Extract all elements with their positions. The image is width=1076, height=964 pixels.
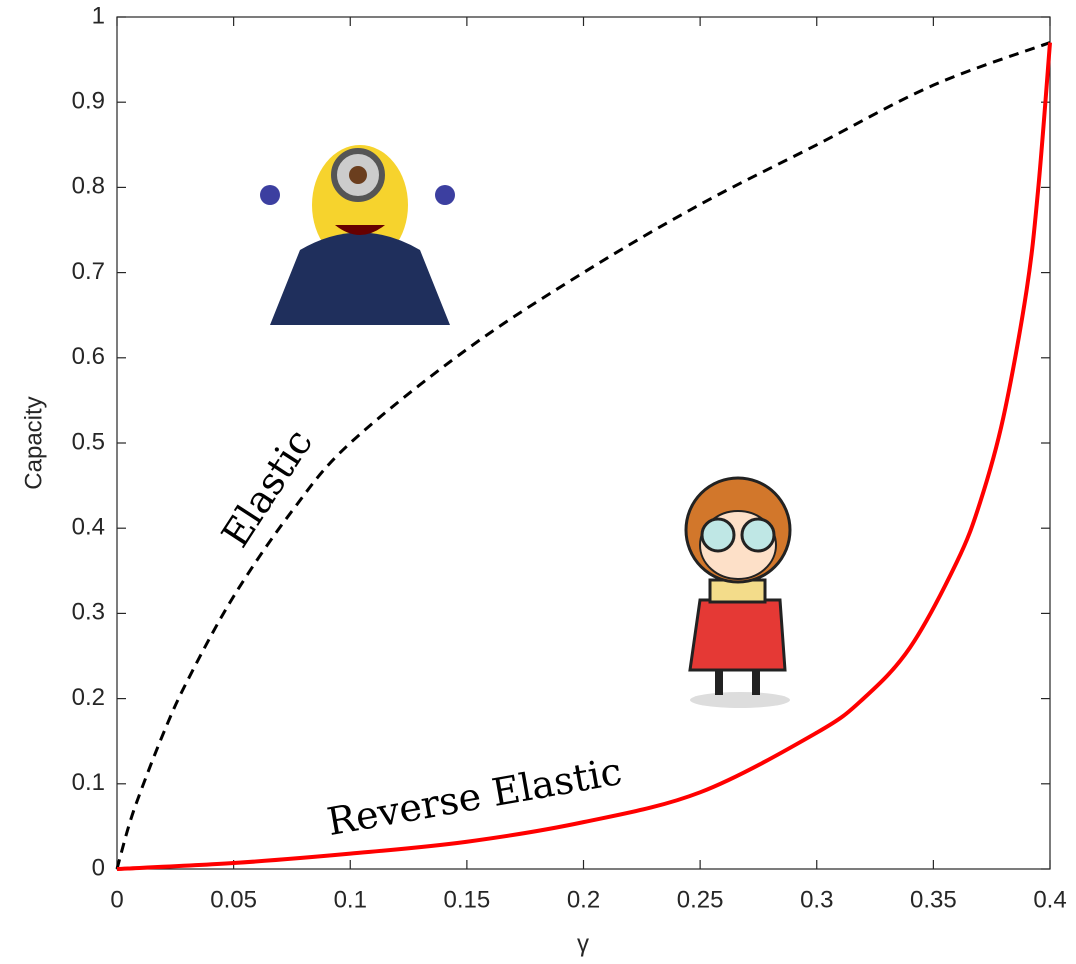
y-tick-label: 0.2: [72, 684, 105, 711]
y-axis-label: Capacity: [20, 396, 47, 489]
y-tick-label: 0.8: [72, 173, 105, 200]
y-tick-label: 0.6: [72, 343, 105, 370]
y-tick-label: 0.5: [72, 428, 105, 455]
x-tick-label: 0.3: [800, 886, 833, 913]
chart: Elastic Reverse Elastic γ Capacity 00.05…: [0, 0, 1076, 964]
x-tick-label: 0.1: [334, 886, 367, 913]
plot-frame: [117, 17, 1050, 869]
x-axis-label: γ: [577, 930, 589, 957]
y-tick-label: 0.1: [72, 769, 105, 796]
x-tick-label: 0.05: [210, 886, 257, 913]
x-tick-label: 0.25: [677, 886, 724, 913]
y-tick-label: 0.3: [72, 599, 105, 626]
x-tick-label: 0.35: [910, 886, 957, 913]
y-tick-label: 1: [92, 2, 105, 29]
y-tick-label: 0.4: [72, 514, 105, 541]
x-tick-label: 0: [110, 886, 123, 913]
x-tick-label: 0.4: [1033, 886, 1066, 913]
y-tick-label: 0.9: [72, 88, 105, 115]
y-tick-label: 0: [92, 854, 105, 881]
x-tick-label: 0.15: [444, 886, 491, 913]
x-tick-label: 0.2: [567, 886, 600, 913]
y-tick-label: 0.7: [72, 258, 105, 285]
